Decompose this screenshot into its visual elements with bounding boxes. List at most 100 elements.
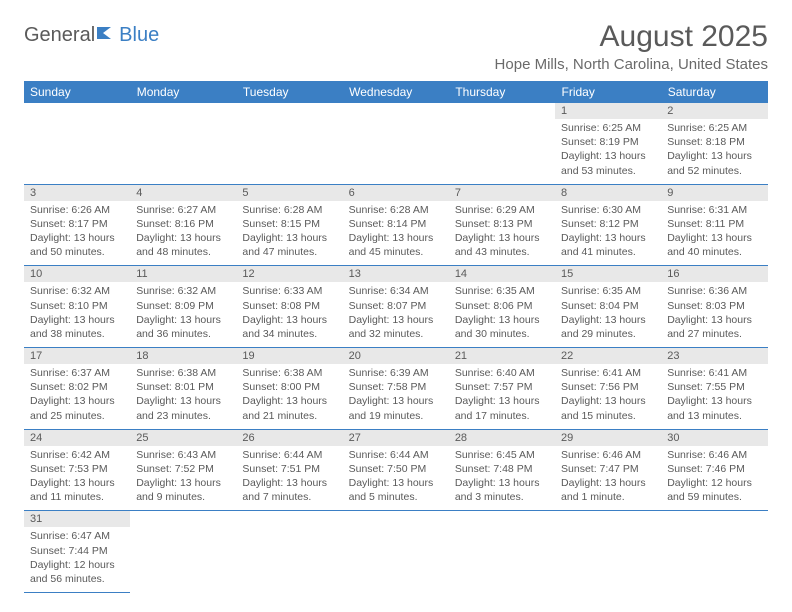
sunset-text: Sunset: 7:46 PM — [667, 463, 745, 475]
day-content: Sunrise: 6:27 AMSunset: 8:16 PMDaylight:… — [130, 201, 236, 266]
daylight-text: Daylight: 13 hours and 29 minutes. — [561, 314, 646, 340]
day-content: Sunrise: 6:45 AMSunset: 7:48 PMDaylight:… — [449, 446, 555, 511]
sunrise-text: Sunrise: 6:38 AM — [136, 367, 216, 379]
day-content: Sunrise: 6:28 AMSunset: 8:14 PMDaylight:… — [343, 201, 449, 266]
weekday-header: Tuesday — [236, 81, 342, 103]
sunrise-text: Sunrise: 6:27 AM — [136, 204, 216, 216]
daylight-text: Daylight: 13 hours and 52 minutes. — [667, 150, 752, 176]
weekday-header: Wednesday — [343, 81, 449, 103]
calendar-cell: 31Sunrise: 6:47 AMSunset: 7:44 PMDayligh… — [24, 511, 130, 593]
calendar-cell: 24Sunrise: 6:42 AMSunset: 7:53 PMDayligh… — [24, 429, 130, 511]
sunrise-text: Sunrise: 6:44 AM — [349, 449, 429, 461]
daylight-text: Daylight: 13 hours and 38 minutes. — [30, 314, 115, 340]
sunrise-text: Sunrise: 6:41 AM — [561, 367, 641, 379]
day-number — [343, 103, 449, 119]
daylight-text: Daylight: 12 hours and 56 minutes. — [30, 559, 115, 585]
calendar-header-row: SundayMondayTuesdayWednesdayThursdayFrid… — [24, 81, 768, 103]
day-number: 7 — [449, 185, 555, 201]
day-content: Sunrise: 6:44 AMSunset: 7:51 PMDaylight:… — [236, 446, 342, 511]
month-title: August 2025 — [495, 20, 768, 54]
day-number: 16 — [661, 266, 767, 282]
day-content: Sunrise: 6:34 AMSunset: 8:07 PMDaylight:… — [343, 282, 449, 347]
calendar-cell — [555, 511, 661, 593]
calendar-week-row: 3Sunrise: 6:26 AMSunset: 8:17 PMDaylight… — [24, 184, 768, 266]
day-content: Sunrise: 6:28 AMSunset: 8:15 PMDaylight:… — [236, 201, 342, 266]
day-number: 14 — [449, 266, 555, 282]
sunrise-text: Sunrise: 6:39 AM — [349, 367, 429, 379]
calendar-cell: 17Sunrise: 6:37 AMSunset: 8:02 PMDayligh… — [24, 348, 130, 430]
day-number: 13 — [343, 266, 449, 282]
weekday-header: Sunday — [24, 81, 130, 103]
day-content: Sunrise: 6:46 AMSunset: 7:47 PMDaylight:… — [555, 446, 661, 511]
sunset-text: Sunset: 7:58 PM — [349, 381, 427, 393]
calendar-cell — [449, 103, 555, 184]
daylight-text: Daylight: 13 hours and 36 minutes. — [136, 314, 221, 340]
day-content — [449, 119, 555, 177]
daylight-text: Daylight: 13 hours and 34 minutes. — [242, 314, 327, 340]
sunset-text: Sunset: 7:53 PM — [30, 463, 108, 475]
day-content: Sunrise: 6:25 AMSunset: 8:19 PMDaylight:… — [555, 119, 661, 184]
day-content: Sunrise: 6:40 AMSunset: 7:57 PMDaylight:… — [449, 364, 555, 429]
calendar-cell — [343, 511, 449, 593]
logo-text-blue: Blue — [119, 24, 159, 47]
sunset-text: Sunset: 8:16 PM — [136, 218, 214, 230]
calendar-cell: 29Sunrise: 6:46 AMSunset: 7:47 PMDayligh… — [555, 429, 661, 511]
sunrise-text: Sunrise: 6:28 AM — [242, 204, 322, 216]
day-number: 18 — [130, 348, 236, 364]
sunrise-text: Sunrise: 6:40 AM — [455, 367, 535, 379]
day-content: Sunrise: 6:31 AMSunset: 8:11 PMDaylight:… — [661, 201, 767, 266]
day-number: 28 — [449, 430, 555, 446]
day-content: Sunrise: 6:37 AMSunset: 8:02 PMDaylight:… — [24, 364, 130, 429]
day-number — [555, 511, 661, 527]
sunrise-text: Sunrise: 6:32 AM — [30, 285, 110, 297]
daylight-text: Daylight: 13 hours and 27 minutes. — [667, 314, 752, 340]
day-content: Sunrise: 6:43 AMSunset: 7:52 PMDaylight:… — [130, 446, 236, 511]
day-number: 17 — [24, 348, 130, 364]
daylight-text: Daylight: 13 hours and 19 minutes. — [349, 395, 434, 421]
day-number: 9 — [661, 185, 767, 201]
daylight-text: Daylight: 12 hours and 59 minutes. — [667, 477, 752, 503]
calendar-cell — [343, 103, 449, 184]
day-number: 21 — [449, 348, 555, 364]
day-content — [130, 119, 236, 177]
location: Hope Mills, North Carolina, United State… — [495, 56, 768, 73]
day-content: Sunrise: 6:44 AMSunset: 7:50 PMDaylight:… — [343, 446, 449, 511]
sunset-text: Sunset: 8:06 PM — [455, 300, 533, 312]
sunset-text: Sunset: 8:07 PM — [349, 300, 427, 312]
calendar-cell: 10Sunrise: 6:32 AMSunset: 8:10 PMDayligh… — [24, 266, 130, 348]
day-content: Sunrise: 6:47 AMSunset: 7:44 PMDaylight:… — [24, 527, 130, 592]
day-content: Sunrise: 6:41 AMSunset: 7:56 PMDaylight:… — [555, 364, 661, 429]
sunset-text: Sunset: 8:13 PM — [455, 218, 533, 230]
sunrise-text: Sunrise: 6:46 AM — [561, 449, 641, 461]
calendar-week-row: 17Sunrise: 6:37 AMSunset: 8:02 PMDayligh… — [24, 348, 768, 430]
weekday-header: Thursday — [449, 81, 555, 103]
day-content: Sunrise: 6:26 AMSunset: 8:17 PMDaylight:… — [24, 201, 130, 266]
day-number: 29 — [555, 430, 661, 446]
day-number: 19 — [236, 348, 342, 364]
calendar-cell: 6Sunrise: 6:28 AMSunset: 8:14 PMDaylight… — [343, 184, 449, 266]
sunset-text: Sunset: 7:55 PM — [667, 381, 745, 393]
calendar-cell: 12Sunrise: 6:33 AMSunset: 8:08 PMDayligh… — [236, 266, 342, 348]
daylight-text: Daylight: 13 hours and 7 minutes. — [242, 477, 327, 503]
calendar-cell: 15Sunrise: 6:35 AMSunset: 8:04 PMDayligh… — [555, 266, 661, 348]
day-content: Sunrise: 6:32 AMSunset: 8:10 PMDaylight:… — [24, 282, 130, 347]
day-content: Sunrise: 6:41 AMSunset: 7:55 PMDaylight:… — [661, 364, 767, 429]
daylight-text: Daylight: 13 hours and 17 minutes. — [455, 395, 540, 421]
sunset-text: Sunset: 7:47 PM — [561, 463, 639, 475]
sunrise-text: Sunrise: 6:25 AM — [561, 122, 641, 134]
calendar-cell: 22Sunrise: 6:41 AMSunset: 7:56 PMDayligh… — [555, 348, 661, 430]
daylight-text: Daylight: 13 hours and 21 minutes. — [242, 395, 327, 421]
day-content: Sunrise: 6:36 AMSunset: 8:03 PMDaylight:… — [661, 282, 767, 347]
sunrise-text: Sunrise: 6:47 AM — [30, 530, 110, 542]
day-content: Sunrise: 6:25 AMSunset: 8:18 PMDaylight:… — [661, 119, 767, 184]
sunrise-text: Sunrise: 6:26 AM — [30, 204, 110, 216]
day-number: 31 — [24, 511, 130, 527]
day-number: 20 — [343, 348, 449, 364]
day-number — [130, 511, 236, 527]
day-number: 11 — [130, 266, 236, 282]
sunset-text: Sunset: 8:01 PM — [136, 381, 214, 393]
weekday-header: Friday — [555, 81, 661, 103]
day-content: Sunrise: 6:30 AMSunset: 8:12 PMDaylight:… — [555, 201, 661, 266]
day-content — [130, 527, 236, 585]
day-content — [555, 527, 661, 585]
